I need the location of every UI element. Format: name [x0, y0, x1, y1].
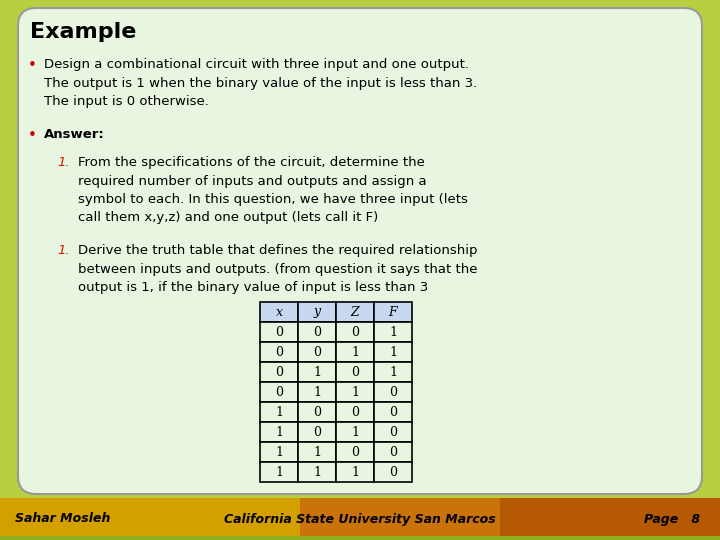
Bar	[260, 322, 298, 342]
Text: 0: 0	[313, 406, 321, 419]
Bar	[374, 302, 412, 322]
Text: 1: 1	[351, 465, 359, 478]
Text: 1: 1	[313, 386, 321, 399]
Text: 0: 0	[275, 366, 283, 379]
Bar	[336, 462, 374, 482]
Bar	[260, 402, 298, 422]
Text: 1: 1	[275, 465, 283, 478]
Text: 0: 0	[275, 326, 283, 339]
Bar	[336, 362, 374, 382]
Bar	[298, 402, 336, 422]
Text: 1: 1	[389, 346, 397, 359]
Bar	[336, 442, 374, 462]
Text: 0: 0	[275, 346, 283, 359]
Bar	[298, 322, 336, 342]
Text: 0: 0	[351, 446, 359, 458]
Text: 0: 0	[313, 346, 321, 359]
Text: 1: 1	[313, 465, 321, 478]
Text: x: x	[276, 306, 282, 319]
Text: 1: 1	[313, 446, 321, 458]
Bar	[260, 462, 298, 482]
Text: Design a combinational circuit with three input and one output.
The output is 1 : Design a combinational circuit with thre…	[44, 58, 477, 108]
Bar	[374, 382, 412, 402]
Bar	[336, 302, 374, 322]
Text: 1.: 1.	[58, 244, 70, 257]
Text: 0: 0	[351, 406, 359, 419]
FancyBboxPatch shape	[18, 8, 702, 494]
Bar	[336, 402, 374, 422]
Text: 1: 1	[351, 346, 359, 359]
Text: 1: 1	[275, 406, 283, 419]
Bar	[260, 422, 298, 442]
Text: 1: 1	[351, 386, 359, 399]
Text: Answer:: Answer:	[44, 128, 104, 141]
Bar	[260, 302, 298, 322]
Text: 0: 0	[389, 406, 397, 419]
Bar	[300, 498, 720, 540]
Text: •: •	[28, 128, 37, 143]
Text: 1: 1	[389, 366, 397, 379]
Bar	[298, 362, 336, 382]
Bar	[298, 302, 336, 322]
Text: •: •	[28, 58, 37, 73]
Text: 1: 1	[351, 426, 359, 438]
Bar	[260, 342, 298, 362]
Text: Sahar Mosleh: Sahar Mosleh	[15, 512, 110, 525]
Text: 1: 1	[389, 326, 397, 339]
Bar	[374, 402, 412, 422]
Bar	[298, 462, 336, 482]
Bar	[260, 362, 298, 382]
Bar	[500, 498, 720, 540]
Text: 0: 0	[351, 366, 359, 379]
Bar	[374, 322, 412, 342]
Bar	[298, 442, 336, 462]
Bar	[374, 462, 412, 482]
Bar	[298, 342, 336, 362]
Text: Page   8: Page 8	[644, 512, 700, 525]
Bar	[336, 322, 374, 342]
Text: 0: 0	[389, 386, 397, 399]
Text: 0: 0	[389, 465, 397, 478]
Text: y: y	[313, 306, 320, 319]
Bar	[298, 422, 336, 442]
Bar	[260, 382, 298, 402]
Text: Z: Z	[351, 306, 359, 319]
Bar	[374, 362, 412, 382]
Text: F: F	[389, 306, 397, 319]
Text: Example: Example	[30, 22, 136, 42]
Text: 0: 0	[389, 426, 397, 438]
Text: 1: 1	[313, 366, 321, 379]
Bar	[336, 422, 374, 442]
Text: Derive the truth table that defines the required relationship
between inputs and: Derive the truth table that defines the …	[78, 244, 477, 294]
Bar	[374, 422, 412, 442]
Text: 1: 1	[275, 446, 283, 458]
Bar	[336, 342, 374, 362]
Text: 1: 1	[275, 426, 283, 438]
Bar	[374, 442, 412, 462]
Bar	[298, 382, 336, 402]
Text: 1.: 1.	[58, 156, 70, 169]
Bar	[260, 442, 298, 462]
Text: 0: 0	[313, 426, 321, 438]
Bar	[374, 342, 412, 362]
Text: 0: 0	[275, 386, 283, 399]
Text: 0: 0	[389, 446, 397, 458]
Bar	[0, 536, 720, 540]
Text: From the specifications of the circuit, determine the
required number of inputs : From the specifications of the circuit, …	[78, 156, 468, 225]
Text: 0: 0	[351, 326, 359, 339]
Bar	[336, 382, 374, 402]
Text: 0: 0	[313, 326, 321, 339]
Text: California State University San Marcos: California State University San Marcos	[224, 512, 496, 525]
Bar	[0, 498, 720, 540]
